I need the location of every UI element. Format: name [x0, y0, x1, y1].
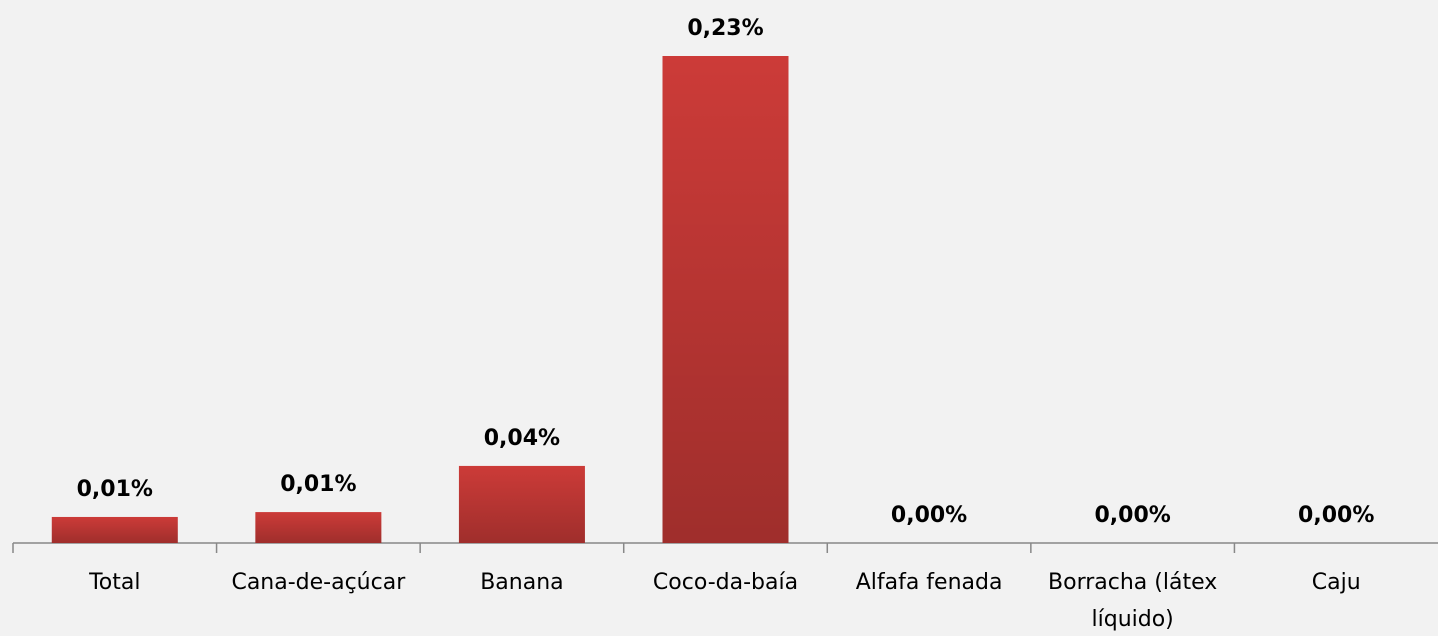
- x-tick-label: Total: [88, 570, 140, 595]
- data-label: 0,00%: [891, 503, 967, 528]
- data-label: 0,01%: [280, 472, 356, 497]
- x-tick-label: Banana: [480, 570, 563, 595]
- x-tick-label: Borracha (látex líquido): [1048, 570, 1217, 632]
- x-tick-label: Cana-de-açúcar: [231, 570, 406, 595]
- x-tick-label: Coco-da-baía: [653, 570, 798, 595]
- data-label: 0,04%: [484, 426, 560, 451]
- x-tick-label: Caju: [1312, 570, 1361, 595]
- data-label: 0,00%: [1298, 503, 1374, 528]
- bar-shade: [255, 512, 382, 543]
- bar-shade: [458, 465, 585, 543]
- data-label: 0,01%: [77, 477, 153, 502]
- data-label: 0,00%: [1094, 503, 1170, 528]
- data-label: 0,23%: [687, 16, 763, 41]
- bar-shade: [662, 56, 789, 543]
- bar-shade: [51, 516, 178, 543]
- x-tick-label: Alfafa fenada: [856, 570, 1003, 595]
